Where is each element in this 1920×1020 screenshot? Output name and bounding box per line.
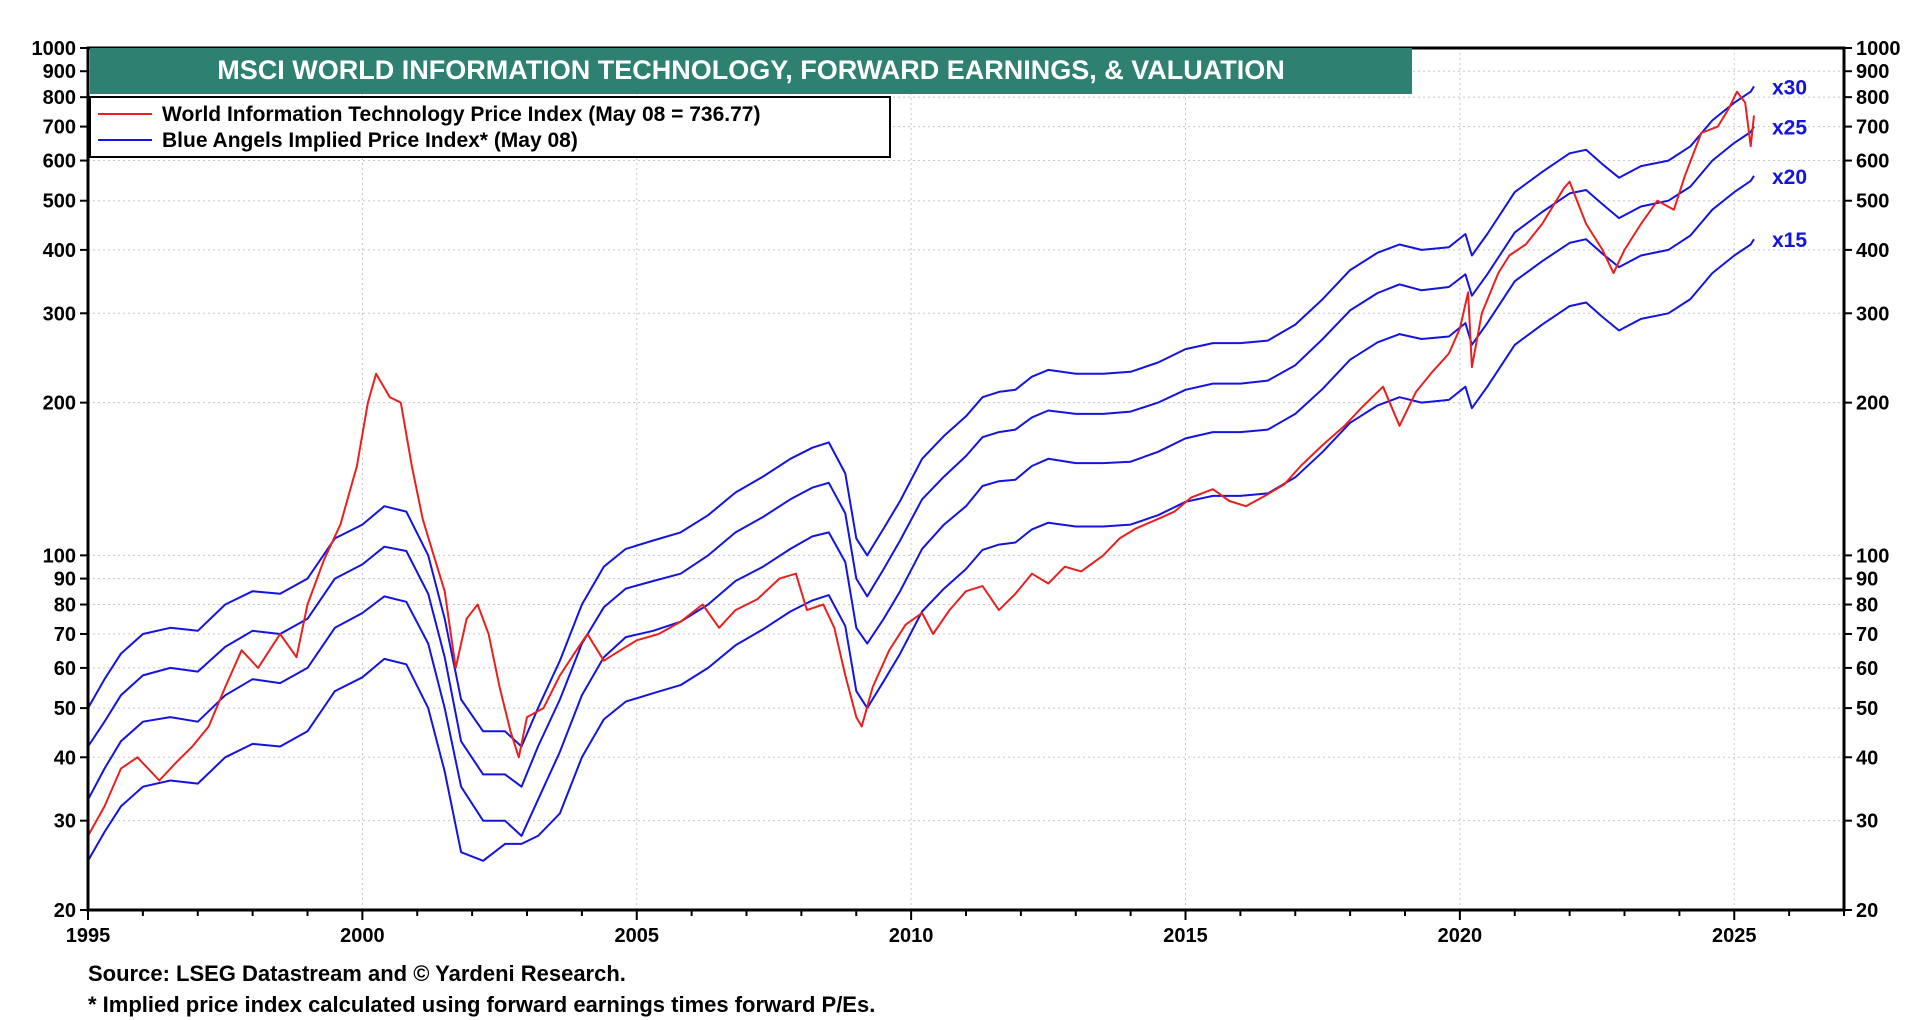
implied-series-line-x25 [87, 126, 1755, 788]
y-tick-label-left: 700 [43, 117, 76, 139]
source-note: Source: LSEG Datastream and © Yardeni Re… [88, 961, 626, 986]
series-label-x15: x15 [1772, 229, 1807, 252]
y-tick-label-right: 900 [1856, 61, 1889, 83]
price-index-line [87, 90, 1755, 837]
y-tick-label-right: 70 [1856, 624, 1878, 646]
implied-series-line-x15 [87, 238, 1755, 862]
y-tick-label-left: 40 [54, 747, 76, 769]
gridlines [87, 47, 1844, 911]
y-tick-label-right: 30 [1856, 811, 1878, 833]
y-tick-label-right: 800 [1856, 87, 1889, 109]
x-tick-label: 2025 [1712, 925, 1757, 947]
x-tick-label: 1995 [66, 925, 111, 947]
y-tick-label-right: 1000 [1856, 38, 1901, 60]
y-tick-label-left: 600 [43, 151, 76, 173]
y-tick-label-left: 100 [43, 545, 76, 567]
y-tick-label-right: 500 [1856, 191, 1889, 213]
series-layer [87, 85, 1755, 862]
y-tick-label-right: 60 [1856, 658, 1878, 680]
y-tick-label-right: 700 [1856, 117, 1889, 139]
chart-title: MSCI WORLD INFORMATION TECHNOLOGY, FORWA… [90, 48, 1412, 94]
series-label-x25: x25 [1772, 117, 1807, 140]
y-tick-label-right: 90 [1856, 569, 1878, 591]
footnote: * Implied price index calculated using f… [88, 992, 876, 1017]
y-tick-label-left: 200 [43, 393, 76, 415]
legend-label-implied: Blue Angels Implied Price Index* (May 08… [162, 129, 578, 152]
x-tick-label: 2020 [1438, 925, 1483, 947]
y-tick-label-left: 20 [54, 900, 76, 922]
legend-box [89, 96, 891, 158]
series-label-x30: x30 [1772, 76, 1807, 99]
x-tick-label: 2005 [615, 925, 660, 947]
title-text: MSCI WORLD INFORMATION TECHNOLOGY, FORWA… [217, 55, 1284, 85]
series-labels: x30 x25 x20 x15 [1772, 76, 1807, 252]
y-tick-label-left: 70 [54, 624, 76, 646]
y-tick-label-left: 50 [54, 698, 76, 720]
y-tick-label-right: 200 [1856, 393, 1889, 415]
implied-series-line-x30 [87, 85, 1755, 748]
legend: World Information Technology Price Index… [89, 96, 891, 158]
y-tick-label-left: 90 [54, 569, 76, 591]
y-tick-label-right: 400 [1856, 240, 1889, 262]
legend-label-price: World Information Technology Price Index… [162, 103, 760, 126]
x-axis: 1995 2000 2005 2010 2015 2020 2025 [66, 910, 1845, 947]
y-tick-label-left: 300 [43, 303, 76, 325]
y-tick-label-left: 400 [43, 240, 76, 262]
y-tick-label-right: 50 [1856, 698, 1878, 720]
y-tick-label-left: 900 [43, 61, 76, 83]
y-tick-label-right: 300 [1856, 303, 1889, 325]
y-tick-label-right: 100 [1856, 545, 1889, 567]
title-background [90, 48, 1412, 94]
y-tick-label-right: 40 [1856, 747, 1878, 769]
y-tick-label-left: 80 [54, 595, 76, 617]
y-tick-label-right: 20 [1856, 900, 1878, 922]
y-tick-label-left: 30 [54, 811, 76, 833]
y-tick-label-left: 500 [43, 191, 76, 213]
series-label-x20: x20 [1772, 166, 1807, 189]
x-tick-label: 2010 [889, 925, 934, 947]
y-tick-label-left: 60 [54, 658, 76, 680]
x-tick-label: 2015 [1163, 925, 1208, 947]
y-tick-label-right: 600 [1856, 151, 1889, 173]
plot-frame [86, 46, 1846, 912]
x-tick-label: 2000 [340, 925, 385, 947]
y-tick-label-right: 80 [1856, 595, 1878, 617]
implied-series-line-x20 [87, 175, 1755, 837]
y-tick-label-left: 1000 [32, 38, 77, 60]
y-tick-label-left: 800 [43, 87, 76, 109]
